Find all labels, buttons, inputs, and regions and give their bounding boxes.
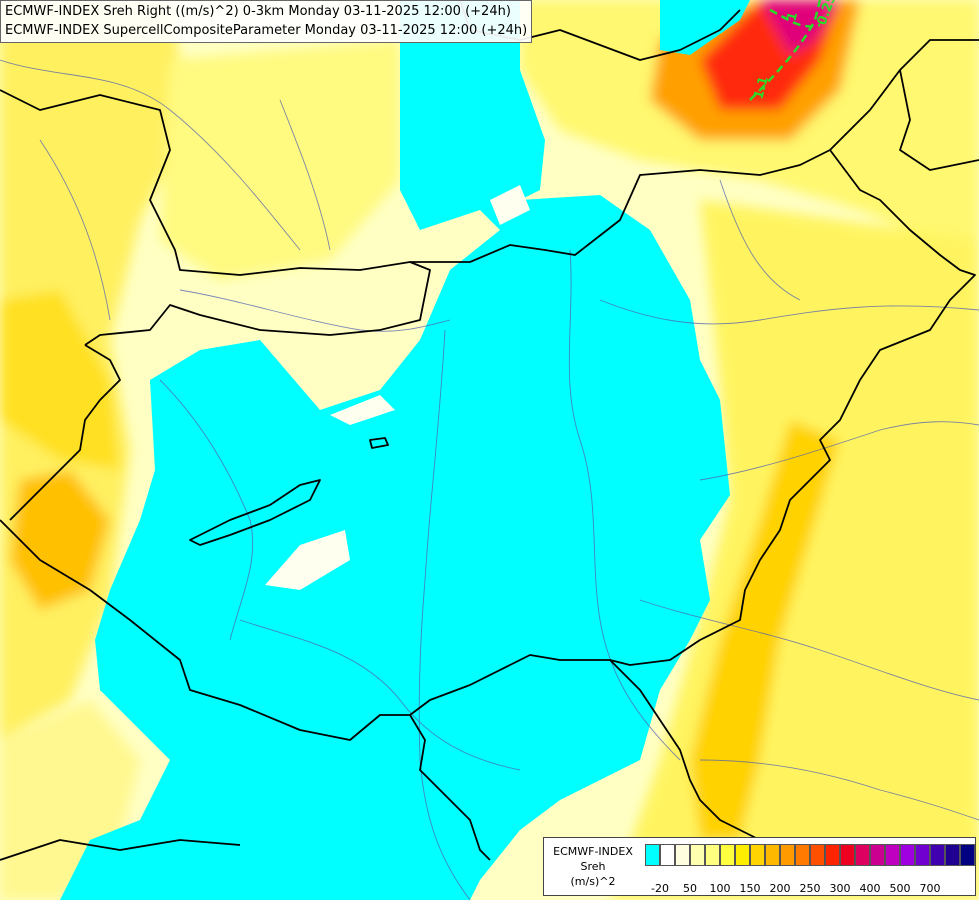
country-borders bbox=[0, 0, 979, 861]
legend-swatch bbox=[675, 844, 690, 866]
legend-swatch bbox=[780, 844, 795, 866]
legend-tick-label: 100 bbox=[709, 882, 731, 895]
legend-swatch bbox=[735, 844, 750, 866]
legend-swatch bbox=[825, 844, 840, 866]
border-north bbox=[0, 89, 431, 346]
legend-swatch bbox=[900, 844, 915, 866]
legend-unit: (m/s)^2 bbox=[570, 875, 616, 888]
orange-patch-west bbox=[10, 470, 110, 610]
legend-swatch bbox=[765, 844, 780, 866]
legend-tick-label: 700 bbox=[919, 882, 941, 895]
legend-swatch bbox=[810, 844, 825, 866]
gold-band-east bbox=[690, 420, 840, 840]
legend-tick-label: 400 bbox=[859, 882, 881, 895]
legend-swatch bbox=[840, 844, 855, 866]
legend-tick-label: 250 bbox=[799, 882, 821, 895]
yellow-area-northwest bbox=[160, 40, 400, 280]
scp-contours bbox=[749, 0, 822, 101]
legend-swatch bbox=[690, 844, 705, 866]
legend-swatch bbox=[660, 844, 675, 866]
legend-swatch bbox=[855, 844, 870, 866]
color-legend: ECMWF-INDEX Sreh (m/s)^2 -20 50 100 150 200 2… bbox=[543, 837, 976, 896]
border-southwest bbox=[0, 839, 241, 861]
legend-swatch bbox=[915, 844, 930, 866]
magenta-core-northeast bbox=[760, 0, 840, 55]
legend-swatch bbox=[795, 844, 810, 866]
legend-tick-label: 300 bbox=[829, 882, 851, 895]
legend-swatch bbox=[750, 844, 765, 866]
map-title-box: ECMWF-INDEX Sreh Right ((m/s)^2) 0-3km M… bbox=[0, 0, 533, 43]
pale-holes bbox=[265, 185, 530, 590]
legend-caption: ECMWF-INDEX Sreh (m/s)^2 bbox=[544, 844, 642, 889]
legend-swatch bbox=[705, 844, 720, 866]
legend-swatch bbox=[945, 844, 960, 866]
legend-swatch bbox=[645, 844, 660, 866]
border-south bbox=[0, 519, 761, 841]
legend-swatch bbox=[870, 844, 885, 866]
border-island bbox=[369, 437, 389, 449]
legend-tick-label: 500 bbox=[889, 882, 911, 895]
legend-swatch bbox=[885, 844, 900, 866]
legend-tick-label: 150 bbox=[739, 882, 761, 895]
legend-tick-label: 50 bbox=[683, 882, 697, 895]
gold-patch-west bbox=[0, 290, 120, 470]
legend-swatch bbox=[930, 844, 945, 866]
title-line-sreh: ECMWF-INDEX Sreh Right ((m/s)^2) 0-3km M… bbox=[5, 4, 511, 19]
legend-swatch bbox=[720, 844, 735, 866]
border-slovakia-hungary bbox=[410, 39, 979, 263]
legend-title: ECMWF-INDEX bbox=[553, 845, 633, 858]
border-east bbox=[609, 149, 976, 666]
legend-swatch bbox=[960, 844, 975, 866]
legend-tick-label: 200 bbox=[769, 882, 791, 895]
legend-tick-label: -20 bbox=[651, 882, 669, 895]
rivers bbox=[0, 59, 979, 900]
cyan-region bbox=[60, 0, 750, 900]
contour-label-1: 1 bbox=[784, 10, 801, 23]
legend-name: Sreh bbox=[580, 860, 606, 873]
border-west bbox=[9, 344, 121, 521]
border-ukraine bbox=[899, 69, 979, 171]
border-lake-balaton bbox=[189, 479, 321, 546]
title-line-scp: ECMWF-INDEX SupercellCompositeParameter … bbox=[5, 23, 528, 38]
contour-label-11: 1.1 bbox=[751, 75, 771, 101]
border-serbia bbox=[409, 714, 491, 861]
